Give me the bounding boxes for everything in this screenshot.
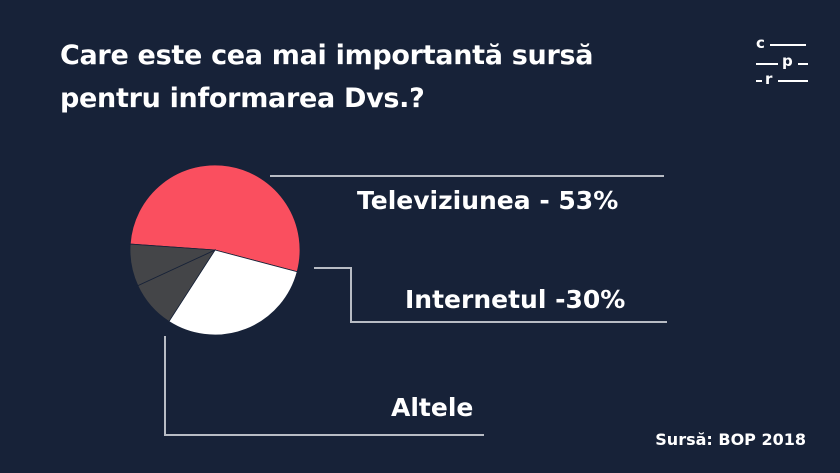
label-televiziunea: Televiziunea - 53% — [357, 186, 619, 215]
pie-slice-televiziunea-0 — [129, 164, 301, 273]
chart-title: Care este cea mai importantă sursă pentr… — [60, 40, 594, 114]
logo-line-4 — [756, 80, 762, 82]
logo-letter-c: c — [756, 34, 765, 52]
leader-line-internetul — [314, 267, 667, 323]
label-altele: Altele — [391, 393, 474, 422]
cpr-logo: c p r — [754, 36, 808, 88]
logo-line-3 — [798, 63, 808, 65]
logo-letter-r: r — [765, 70, 773, 88]
source-note: Sursă: BOP 2018 — [655, 430, 806, 449]
logo-line-1 — [770, 44, 806, 46]
logo-line-2 — [756, 63, 778, 65]
leader-line-altele — [164, 336, 484, 436]
logo-letter-p: p — [782, 52, 793, 70]
pie-slices — [129, 164, 301, 336]
pie-slice-internetul-1 — [168, 249, 298, 336]
logo-line-5 — [778, 80, 808, 82]
pie-slice-altele-3 — [129, 243, 216, 287]
label-internetul: Internetul -30% — [405, 285, 626, 314]
